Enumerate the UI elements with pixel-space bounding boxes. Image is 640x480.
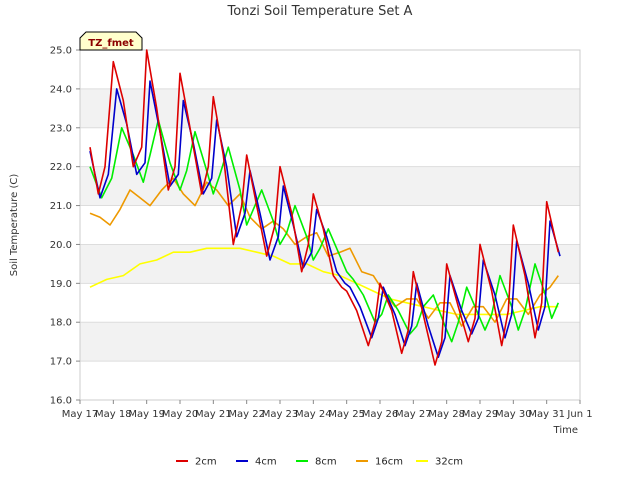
series-line-2cm	[89, 49, 560, 366]
legend-label-16cm: 16cm	[375, 457, 403, 468]
grid-bands	[80, 88, 580, 362]
y-tick-label: 20.0	[50, 240, 72, 251]
plot-frame	[79, 49, 581, 401]
x-tick-label: May 24	[295, 409, 332, 420]
y-tick-label: 16.0	[50, 396, 72, 407]
grid-band	[80, 88, 580, 128]
x-tick-label: May 21	[195, 409, 232, 420]
grid-band	[80, 322, 580, 362]
x-tick-label: May 18	[95, 409, 132, 420]
x-tick-label: May 28	[428, 409, 465, 420]
x-tick-label: May 26	[362, 409, 399, 420]
chart-title: Tonzi Soil Temperature Set A	[227, 4, 413, 19]
y-tick-label: 22.0	[50, 162, 72, 173]
x-tick-label: May 22	[228, 409, 265, 420]
series-lines	[89, 49, 561, 366]
legend-label-4cm: 4cm	[255, 457, 277, 468]
x-tick-label: May 19	[128, 409, 165, 420]
x-tick-label: Jun 1	[566, 409, 592, 420]
station-badge-label: TZ_fmet	[88, 38, 134, 49]
y-tick-label: 19.0	[50, 279, 72, 290]
grid-band	[80, 166, 580, 206]
x-tick-label: May 25	[328, 409, 365, 420]
station-badge: TZ_fmet	[79, 31, 143, 51]
y-tick-label: 25.0	[50, 46, 72, 57]
x-tick-label: May 30	[495, 409, 532, 420]
series-line-8cm	[89, 119, 560, 343]
y-tick-label: 18.0	[50, 318, 72, 329]
legend-label-8cm: 8cm	[315, 457, 337, 468]
series-line-4cm	[89, 80, 561, 359]
y-tick-label: 21.0	[50, 201, 72, 212]
y-axis-ticks: 16.0 17.0 18.0 19.0 20.0 21.0 22.0 23.0 24.0 25.0	[50, 46, 80, 407]
y-tick-label: 17.0	[50, 357, 72, 368]
x-tick-label: May 29	[462, 409, 499, 420]
x-tick-label: May 27	[395, 409, 432, 420]
x-tick-label: May 17	[62, 409, 99, 420]
y-axis-title: Soil Temperature (C)	[9, 174, 20, 277]
legend: 2cm 4cm 8cm 16cm 32cm	[176, 457, 463, 468]
x-tick-label: May 31	[528, 409, 565, 420]
x-tick-label: May 23	[262, 409, 299, 420]
legend-label-2cm: 2cm	[195, 457, 217, 468]
y-tick-label: 24.0	[50, 84, 72, 95]
x-axis-title: Time	[553, 425, 578, 436]
legend-label-32cm: 32cm	[435, 457, 463, 468]
y-tick-label: 23.0	[50, 123, 72, 134]
x-tick-label: May 20	[162, 409, 199, 420]
